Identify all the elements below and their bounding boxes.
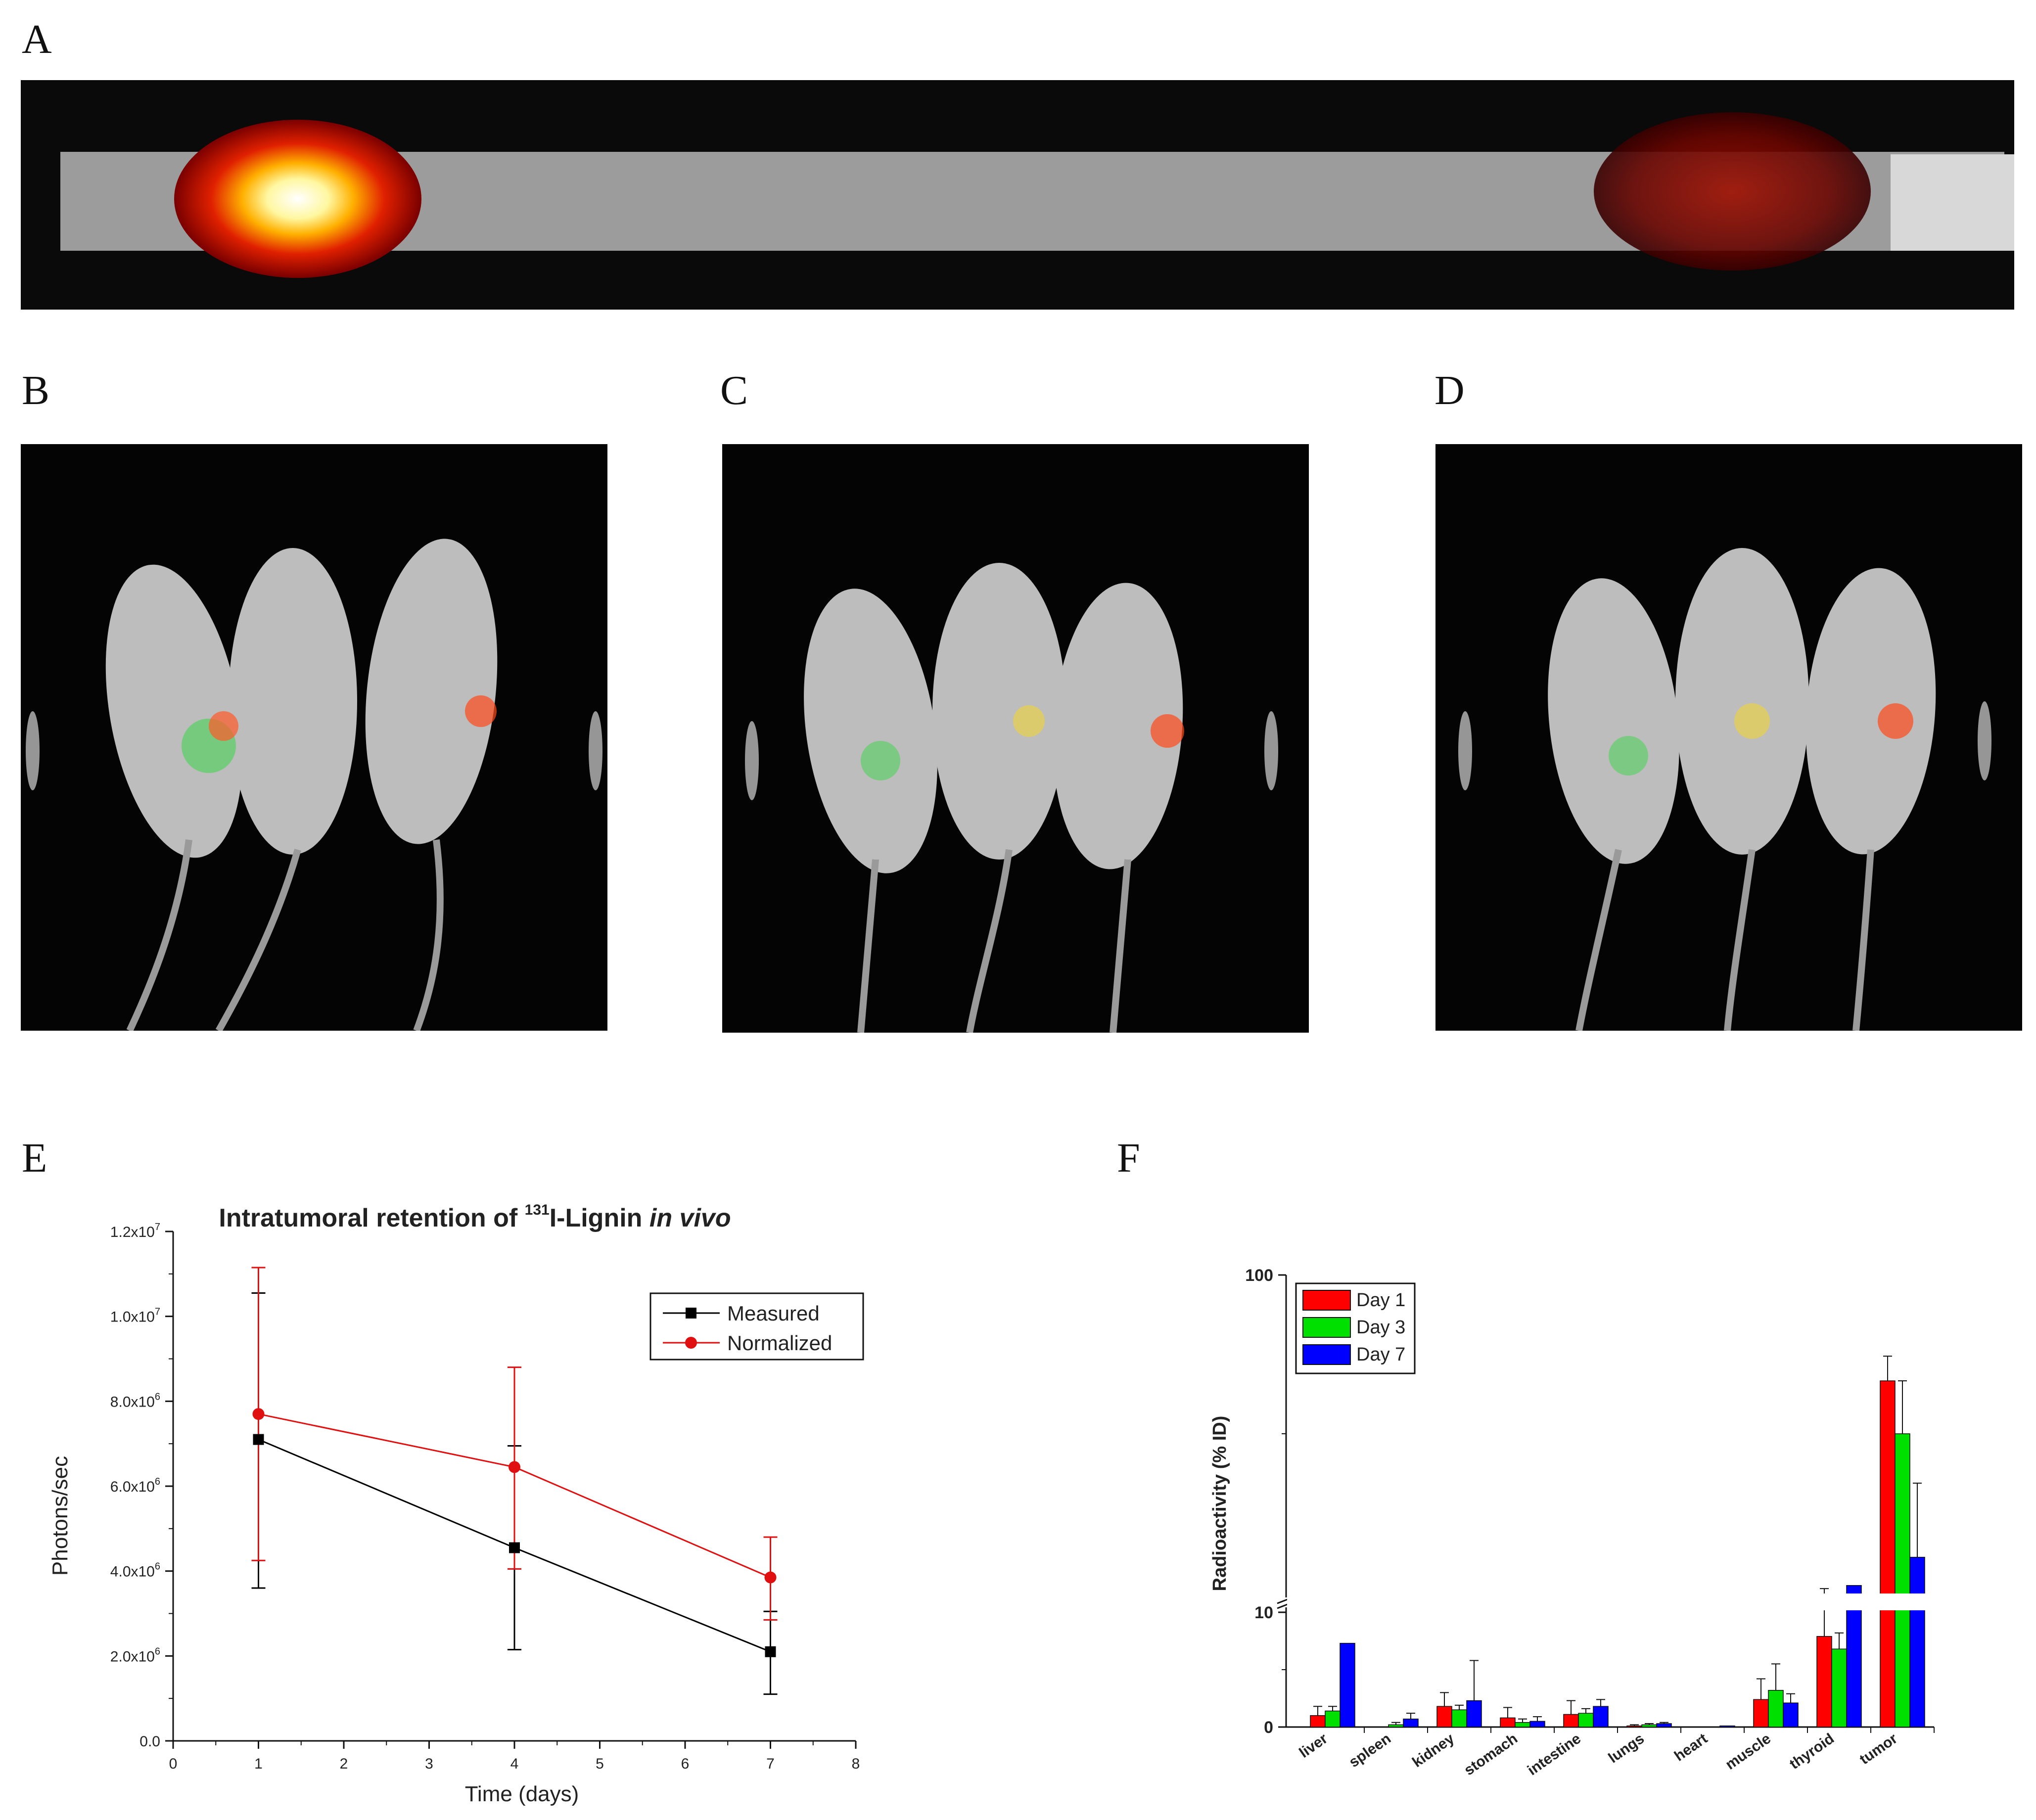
bar-day-7 — [1656, 1723, 1672, 1728]
bar-day-1 — [1753, 1699, 1769, 1728]
legend-swatch-day-1 — [1302, 1290, 1351, 1311]
bar-day-7 — [1783, 1702, 1799, 1728]
chart-f-category-label: kidney — [1409, 1730, 1457, 1771]
chart-e-y-tick-label: 0.0 — [139, 1733, 160, 1750]
bar-day-3 — [1768, 1690, 1784, 1728]
chart-e-legend-box — [649, 1292, 864, 1361]
chart-f-ylabel: Radioactivity (% ID) — [1209, 1416, 1230, 1592]
chart-e-x-tick-label: 6 — [681, 1756, 690, 1772]
panel-label-c: C — [720, 367, 748, 413]
chart-e-title-prefix: Intratumoral retention of — [219, 1204, 524, 1232]
chart-f-category-label: intestine — [1525, 1730, 1584, 1779]
chart-e-title-italic: in vivo — [649, 1204, 731, 1232]
bar-day-1 — [1816, 1636, 1832, 1728]
point-measured — [509, 1542, 520, 1553]
legend-label-normalized: Normalized — [727, 1331, 832, 1355]
chart-e-y-tick-label: 8.0x106 — [110, 1391, 160, 1410]
panel-label-e: E — [22, 1135, 47, 1181]
chart-e-x-tick-label: 3 — [425, 1756, 433, 1772]
chart-e-x-tick-label: 5 — [596, 1756, 604, 1772]
dim-spot — [1594, 112, 1871, 271]
panel-f-bar-chart: 0 10 100 liver spleen kidney stomach intestine l… — [1209, 1266, 1935, 1779]
legend-swatch-day-3 — [1302, 1317, 1351, 1338]
legend-label-day-7: Day 7 — [1356, 1344, 1405, 1365]
point-measured — [253, 1434, 264, 1445]
chart-f-y-tick-label: 0 — [1264, 1718, 1273, 1737]
chart-f-category-label: liver — [1296, 1730, 1331, 1762]
chart-e-x-tick-label: 7 — [766, 1756, 775, 1772]
bar-day-1 — [1563, 1714, 1579, 1728]
legend-label-measured: Measured — [727, 1302, 820, 1325]
chart-f-category-label: heart — [1671, 1730, 1711, 1765]
chart-e-y-tick-label: 2.0x106 — [110, 1646, 160, 1665]
chart-f-category-label: tumor — [1856, 1730, 1900, 1768]
chart-f-legend: Day 1 Day 3 Day 7 — [1295, 1282, 1416, 1374]
point-normalized — [509, 1461, 520, 1473]
chart-f-category-label: thyroid — [1787, 1730, 1837, 1773]
legend-swatch-day-7 — [1302, 1344, 1351, 1365]
panel-label-f: F — [1117, 1135, 1140, 1181]
chart-e-x-tick-label: 1 — [254, 1756, 263, 1772]
bar-day-7 — [1466, 1700, 1482, 1728]
chart-e-y-tick-label: 1.2x107 — [110, 1222, 160, 1240]
point-measured — [765, 1646, 776, 1657]
bar-day-1 — [1436, 1706, 1452, 1728]
bar-day-7 — [1403, 1719, 1419, 1728]
bar-day-3 — [1451, 1709, 1467, 1728]
point-normalized — [764, 1571, 777, 1584]
panel-a-strip-image — [21, 80, 2014, 310]
chart-e-xlabel: Time (days) — [465, 1782, 579, 1806]
bar-day-3 — [1388, 1724, 1404, 1728]
chart-e-title-middle: I-Lignin — [550, 1204, 649, 1232]
panel-label-a: A — [22, 16, 52, 62]
panel-label-b: B — [22, 367, 50, 413]
bar-day-3 — [1641, 1724, 1657, 1728]
chart-e-y-tick-label: 6.0x106 — [110, 1476, 160, 1495]
chart-e-legend: Measured Normalized — [649, 1292, 864, 1361]
chart-e-y-tick-label: 1.0x107 — [110, 1307, 160, 1325]
bar-day-7 — [1529, 1721, 1545, 1728]
bar-day-3 — [1895, 1433, 1910, 1728]
chart-e-x-tick-label: 2 — [340, 1756, 348, 1772]
chart-f-axis-break-gap — [1287, 1593, 1935, 1610]
chart-e-y-tick-label: 4.0x106 — [110, 1561, 160, 1580]
panel-label-d: D — [1434, 367, 1465, 413]
panel-d-mouse-image — [1435, 444, 2022, 1031]
panel-e-line-chart: Intratumoral retention of 131I-Lignin in… — [48, 1202, 864, 1806]
chart-f-y-tick-label: 10 — [1254, 1603, 1273, 1622]
bar-day-3 — [1515, 1722, 1530, 1728]
hot-spot — [174, 120, 421, 278]
point-normalized — [252, 1408, 265, 1420]
chart-f-category-label: lungs — [1606, 1730, 1647, 1767]
chart-e-x-tick-label: 0 — [169, 1756, 178, 1772]
chart-e-title: Intratumoral retention of 131I-Lignin in… — [219, 1202, 731, 1232]
legend-label-day-3: Day 3 — [1356, 1317, 1405, 1338]
panel-c-mouse-image — [722, 444, 1309, 1033]
bar-day-7 — [1340, 1642, 1355, 1728]
bar-day-3 — [1831, 1648, 1847, 1728]
chart-f-y-tick-label: 100 — [1245, 1266, 1273, 1285]
chart-f-category-label: spleen — [1346, 1730, 1394, 1771]
bar-day-1 — [1500, 1717, 1516, 1728]
chart-f-category-label: stomach — [1461, 1730, 1521, 1779]
bar-day-3 — [1325, 1710, 1341, 1728]
chart-f-category-label: muscle — [1722, 1730, 1774, 1773]
chart-e-x-tick-label: 8 — [852, 1756, 860, 1772]
legend-label-day-1: Day 1 — [1356, 1290, 1405, 1311]
bar-day-7 — [1719, 1725, 1735, 1728]
bar-day-7 — [1593, 1706, 1609, 1728]
chart-e-title-sup: 131 — [525, 1202, 550, 1218]
legend-marker-normalized — [685, 1337, 697, 1349]
panel-b-mouse-image — [21, 444, 607, 1031]
legend-marker-measured — [686, 1308, 696, 1319]
bar-day-1 — [1626, 1725, 1642, 1728]
chart-e-x-tick-label: 4 — [510, 1756, 519, 1772]
bar-day-1 — [1310, 1715, 1326, 1728]
bar-day-1 — [1880, 1380, 1896, 1728]
bar-day-3 — [1578, 1713, 1594, 1728]
chart-e-ylabel: Photons/sec — [48, 1456, 72, 1576]
bar-day-7 — [1909, 1556, 1925, 1728]
